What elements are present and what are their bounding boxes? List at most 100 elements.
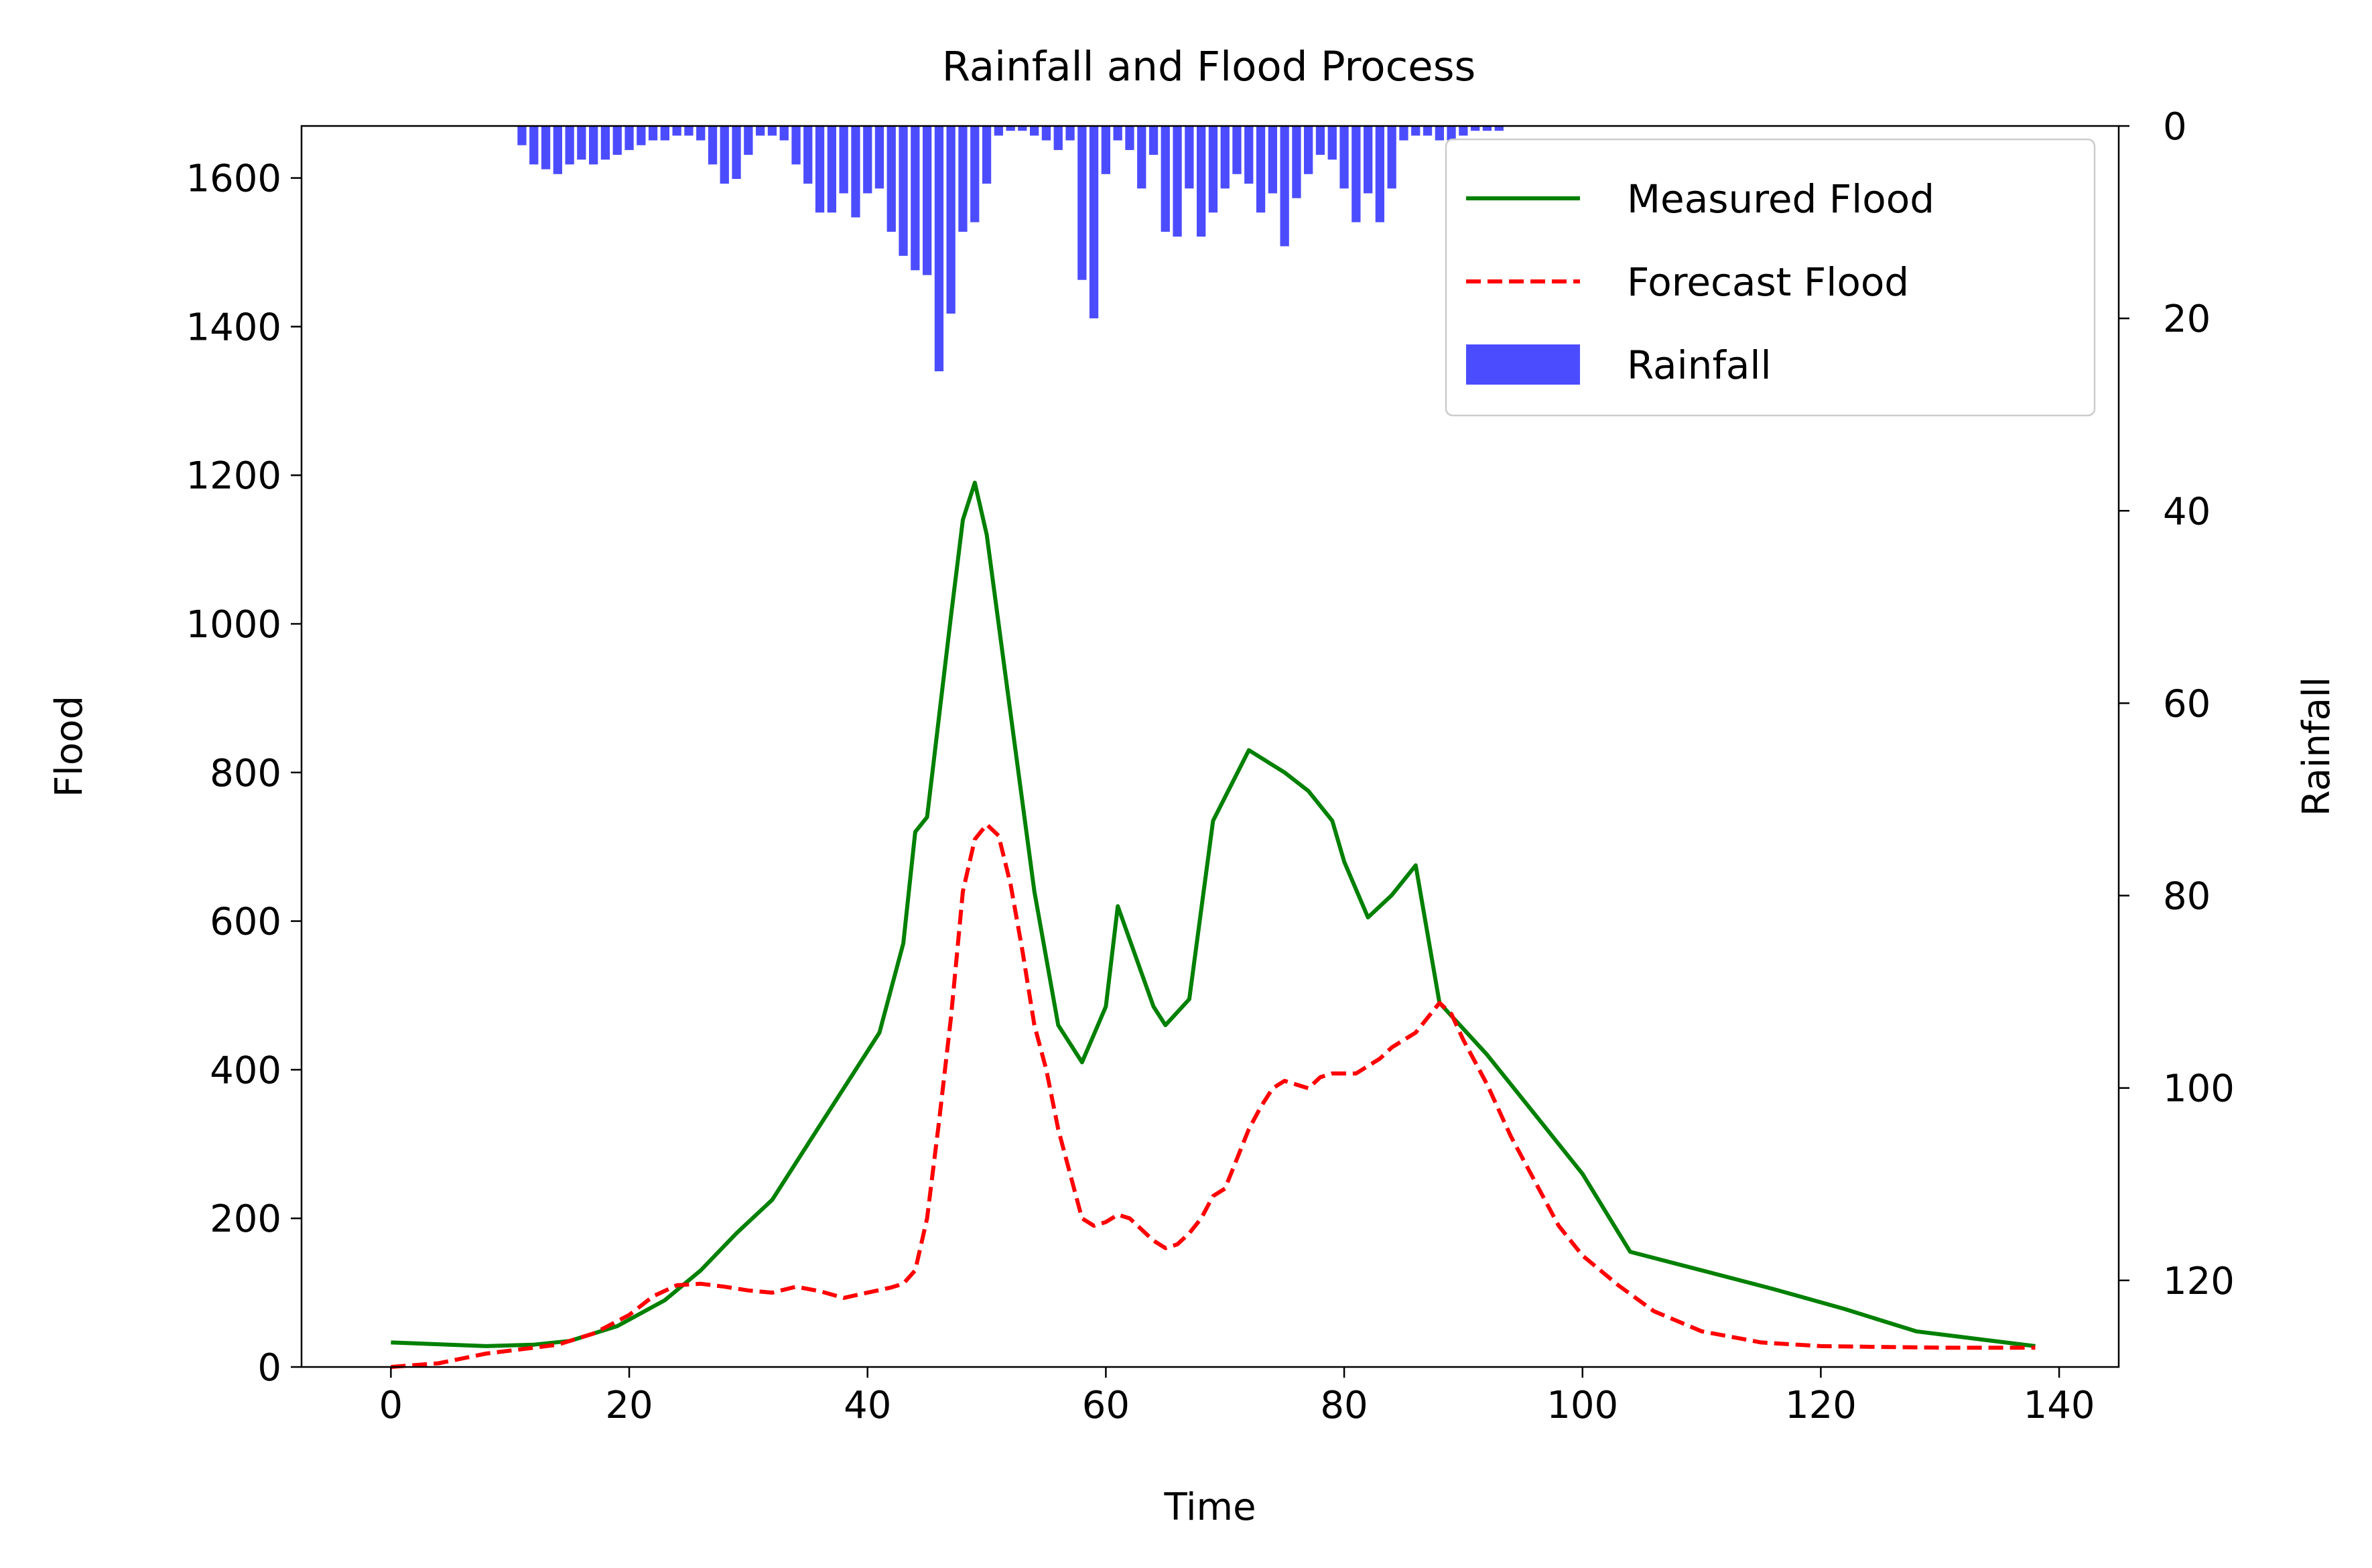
- y2-axis-ticks: 0 20 40 60 80 100 120: [2119, 105, 2235, 1303]
- rainfall-bar: [756, 126, 765, 136]
- rainfall-bar: [923, 126, 932, 275]
- y2-tick-label: 0: [2163, 105, 2187, 149]
- x-tick-label: 100: [1546, 1384, 1618, 1427]
- y-tick-label: 400: [210, 1049, 281, 1092]
- rainfall-bar: [1244, 126, 1254, 184]
- rainfall-bar: [648, 126, 658, 141]
- rainfall-bar: [612, 126, 622, 155]
- legend-label-forecast: Forecast Flood: [1627, 259, 1909, 305]
- rainfall-bar: [1292, 126, 1301, 198]
- rainfall-bar: [851, 126, 860, 218]
- rainfall-bar: [1268, 126, 1277, 194]
- rainfall-bar: [1327, 126, 1337, 160]
- y2-tick-label: 40: [2163, 490, 2211, 533]
- y-tick-label: 1000: [186, 603, 281, 647]
- legend-box: [1445, 138, 2096, 417]
- rainfall-bar: [803, 126, 813, 184]
- rainfall-bar: [553, 126, 562, 174]
- rainfall-bars: [517, 126, 1504, 372]
- rainfall-bar: [565, 126, 574, 165]
- rainfall-bar: [1113, 126, 1122, 141]
- rainfall-bar: [1435, 126, 1444, 141]
- rainfall-bar: [696, 126, 706, 141]
- y-tick-label: 1200: [186, 454, 281, 498]
- rainfall-bar: [529, 126, 539, 165]
- rainfall-bar: [1173, 126, 1182, 237]
- rainfall-bar: [1494, 126, 1504, 131]
- rainfall-bar: [1208, 126, 1218, 213]
- rainfall-bar: [1018, 126, 1027, 131]
- rainfall-bar: [934, 126, 944, 372]
- rainfall-bar: [1304, 126, 1313, 174]
- rainfall-bar: [839, 126, 848, 194]
- x-tick-label: 40: [844, 1384, 891, 1427]
- x-axis-ticks: 0 20 40 60 80 100 120 140: [379, 1367, 2095, 1427]
- rainfall-bar: [517, 126, 527, 145]
- rainfall-bar: [1006, 126, 1015, 131]
- rainfall-bar: [672, 126, 681, 136]
- rainfall-bar: [863, 126, 872, 194]
- rainfall-bar: [744, 126, 753, 155]
- rainfall-bar: [1364, 126, 1373, 194]
- rainfall-bar: [600, 126, 610, 160]
- rainfall-bar: [1125, 126, 1134, 150]
- rainfall-bar: [1411, 126, 1421, 136]
- rainfall-bar: [827, 126, 836, 213]
- y-tick-label: 800: [210, 752, 281, 795]
- rainfall-bar: [970, 126, 980, 222]
- measured-flood-line: [391, 480, 2036, 1348]
- rainfall-bar: [899, 126, 908, 256]
- rainfall-bar: [541, 126, 551, 170]
- rainfall-bar: [815, 126, 825, 213]
- rainfall-bar: [1089, 126, 1099, 319]
- rainfall-bar: [911, 126, 920, 271]
- rainfall-bar: [1423, 126, 1433, 136]
- rainfall-bar: [1161, 126, 1170, 232]
- y2-tick-label: 20: [2163, 298, 2211, 341]
- rainfall-bar: [1459, 126, 1468, 136]
- y2-axis-label: Rainfall: [2295, 677, 2338, 816]
- rainfall-bar: [1447, 126, 1456, 141]
- rainfall-bar: [1077, 126, 1087, 280]
- rainfall-bar: [767, 126, 777, 136]
- rainfall-bar: [1256, 126, 1266, 213]
- rainfall-bar: [1339, 126, 1349, 189]
- rainfall-bar: [779, 126, 789, 141]
- y2-tick-label: 60: [2163, 682, 2211, 726]
- rainfall-bar: [637, 126, 646, 145]
- rainfall-bar: [660, 126, 669, 141]
- rainfall-bar: [791, 126, 801, 165]
- flood-lines: [391, 480, 2036, 1369]
- rainfall-bar: [946, 126, 956, 314]
- rainfall-bar: [994, 126, 1003, 136]
- rainfall-bar: [1482, 126, 1492, 131]
- y-tick-label: 1600: [186, 157, 281, 201]
- rainfall-bar: [1232, 126, 1242, 174]
- rainfall-bar: [958, 126, 968, 232]
- rainfall-bar: [1220, 126, 1230, 189]
- legend: Measured Flood Forecast Flood Rainfall: [1445, 138, 2096, 417]
- rainfall-bar: [589, 126, 598, 165]
- rainfall-bar: [1197, 126, 1206, 237]
- rainfall-bar: [684, 126, 694, 136]
- x-tick-label: 80: [1320, 1384, 1368, 1427]
- x-tick-label: 120: [1785, 1384, 1857, 1427]
- rainfall-bar: [874, 126, 884, 189]
- rainfall-bar: [1148, 126, 1159, 155]
- rainfall-bar: [886, 126, 896, 232]
- plot-frame: [300, 125, 2120, 1368]
- y2-tick-label: 80: [2163, 875, 2211, 919]
- x-tick-label: 60: [1082, 1384, 1130, 1427]
- legend-swatch-rainfall: [1466, 344, 1580, 385]
- chart-title: Rainfall and Flood Process: [942, 43, 1476, 90]
- legend-label-measured: Measured Flood: [1627, 176, 1934, 222]
- rainfall-bar: [1315, 126, 1325, 155]
- rainfall-bar: [624, 126, 634, 150]
- y-tick-label: 0: [257, 1346, 281, 1390]
- rainfall-bar: [577, 126, 586, 160]
- rainfall-bar: [1387, 126, 1396, 189]
- rainfall-bar: [720, 126, 729, 184]
- rainfall-bar: [1352, 126, 1361, 222]
- legend-label-rainfall: Rainfall: [1627, 342, 1772, 388]
